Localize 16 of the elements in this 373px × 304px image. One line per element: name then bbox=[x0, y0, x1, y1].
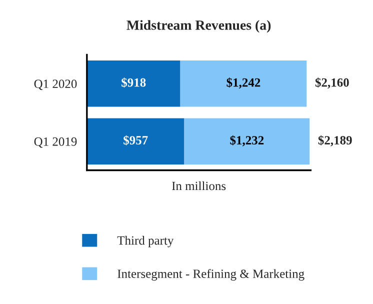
bar bbox=[180, 60, 307, 107]
x-axis-title: In millions bbox=[172, 181, 226, 190]
bar bbox=[86, 60, 180, 107]
chart-title: Midstream Revenues (a) bbox=[126, 20, 271, 33]
legend-label: Intersegment - Refining & Marketing bbox=[118, 269, 304, 281]
y-tick-label: Q1 2019 bbox=[34, 137, 77, 148]
total-label: $2,160 bbox=[315, 78, 349, 89]
y-tick-label: Q1 2020 bbox=[34, 80, 77, 90]
total-label: $2,189 bbox=[318, 135, 352, 146]
legend-label: Third party bbox=[117, 236, 174, 248]
data-label: $1,242 bbox=[226, 78, 260, 89]
bar bbox=[184, 118, 310, 164]
data-label: $957 bbox=[124, 135, 148, 146]
data-label: $918 bbox=[122, 78, 146, 88]
data-label: $1,232 bbox=[230, 135, 264, 146]
bar bbox=[86, 118, 184, 164]
